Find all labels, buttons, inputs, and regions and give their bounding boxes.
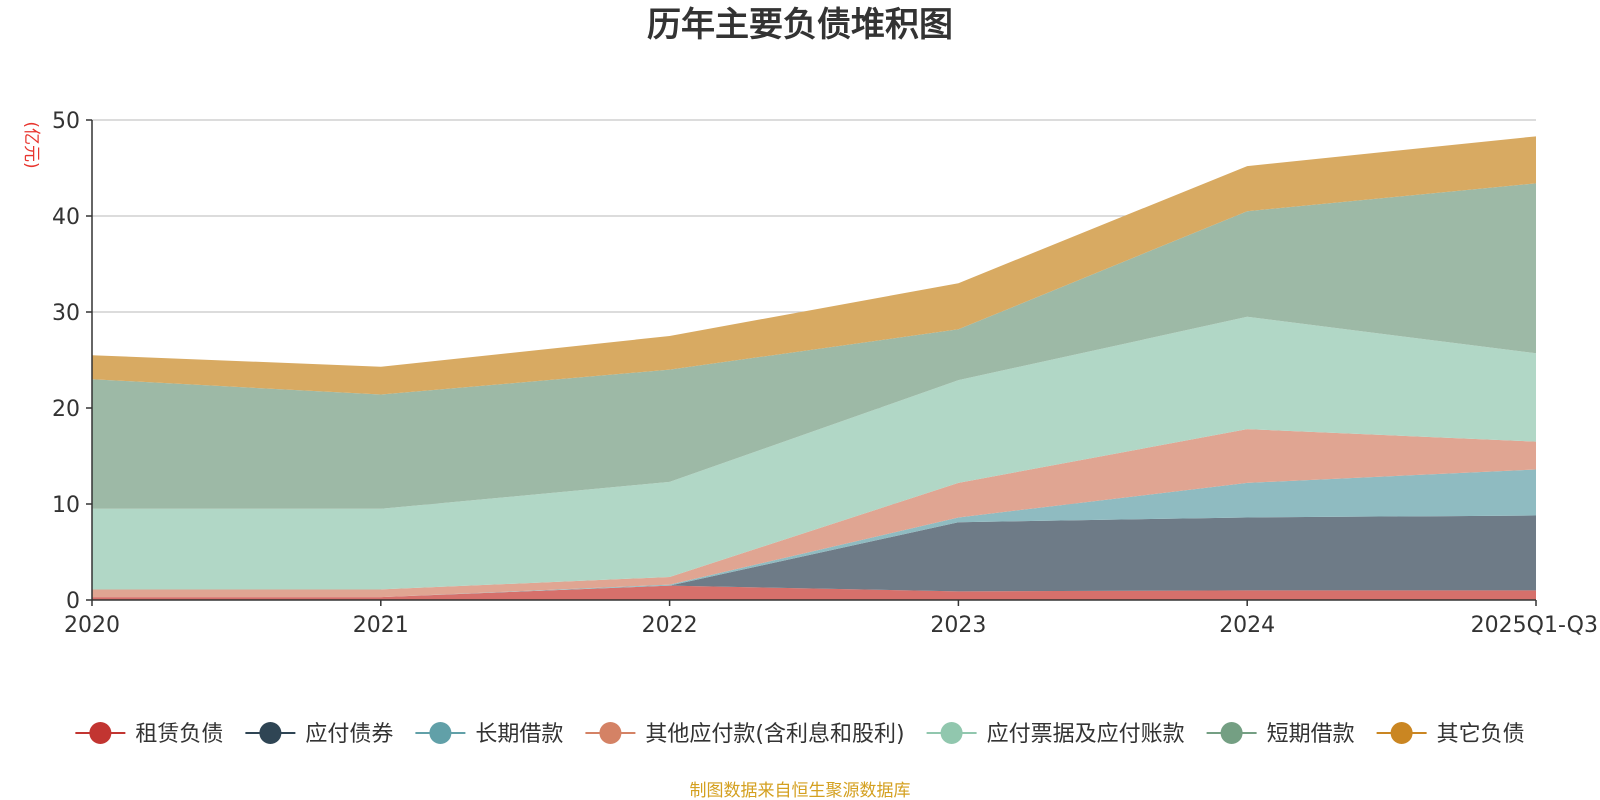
x-tick-label: 2023 bbox=[930, 613, 986, 638]
legend-circle-icon bbox=[940, 722, 963, 744]
y-tick-label: 40 bbox=[52, 205, 80, 230]
area-series-6[interactable] bbox=[92, 136, 1536, 395]
legend-circle-icon bbox=[429, 722, 452, 744]
y-tick-label: 10 bbox=[52, 493, 80, 518]
legend-item-3[interactable]: 其他应付款(含利息和股利) bbox=[585, 722, 905, 747]
legend-label: 其它负债 bbox=[1437, 722, 1525, 747]
legend-item-4[interactable]: 应付票据及应付账款 bbox=[926, 722, 1185, 747]
x-tick-label: 2024 bbox=[1219, 613, 1275, 638]
y-axis-ticks: 0 10 20 30 40 50 bbox=[52, 109, 92, 614]
area-series-3[interactable] bbox=[92, 429, 1536, 598]
legend-item-1[interactable]: 应付债券 bbox=[245, 722, 393, 747]
legend-item-6[interactable]: 其它负债 bbox=[1376, 722, 1525, 747]
legend-label: 长期借款 bbox=[475, 722, 563, 747]
y-axis-unit-label: (亿元) bbox=[21, 121, 41, 168]
x-tick-label: 2025Q1-Q3 bbox=[1471, 613, 1598, 638]
legend-circle-icon bbox=[1220, 722, 1243, 744]
stacked-areas bbox=[92, 136, 1536, 600]
area-series-0[interactable] bbox=[92, 585, 1536, 600]
y-tick-label: 30 bbox=[52, 301, 80, 326]
chart-title: 历年主要负债堆积图 bbox=[647, 5, 953, 45]
legend-circle-icon bbox=[1390, 722, 1413, 744]
legend-label: 其他应付款(含利息和股利) bbox=[645, 722, 904, 747]
area-series-2[interactable] bbox=[92, 469, 1536, 598]
x-tick-label: 2020 bbox=[64, 613, 120, 638]
y-tick-label: 20 bbox=[52, 397, 80, 422]
x-tick-label: 2021 bbox=[353, 613, 409, 638]
legend-label: 应付票据及应付账款 bbox=[987, 722, 1185, 747]
area-series-4[interactable] bbox=[92, 316, 1536, 590]
x-axis-ticks: 2020 2021 2022 2023 2024 2025Q1-Q3 bbox=[64, 600, 1598, 638]
y-tick-label: 50 bbox=[52, 109, 80, 134]
y-tick-label: 0 bbox=[66, 589, 80, 614]
legend-circle-icon bbox=[599, 722, 622, 744]
x-tick-label: 2022 bbox=[642, 613, 698, 638]
legend-item-5[interactable]: 短期借款 bbox=[1206, 722, 1355, 747]
legend-item-0[interactable]: 租赁负债 bbox=[75, 722, 223, 747]
legend: 租赁负债 应付债券 长期借款 其他应付款(含利息和股利) 应付票据及应付账款 短期借款 其它… bbox=[75, 722, 1525, 747]
legend-label: 应付债券 bbox=[305, 722, 393, 747]
area-series-5[interactable] bbox=[92, 183, 1536, 509]
axes bbox=[91, 120, 1536, 601]
data-source-footer: 制图数据来自恒生聚源数据库 bbox=[690, 781, 911, 800]
legend-label: 短期借款 bbox=[1267, 722, 1355, 747]
legend-circle-icon bbox=[259, 722, 282, 744]
area-series-1[interactable] bbox=[92, 515, 1536, 598]
legend-label: 租赁负债 bbox=[135, 722, 223, 747]
legend-circle-icon bbox=[89, 722, 112, 744]
legend-item-2[interactable]: 长期借款 bbox=[415, 722, 563, 747]
